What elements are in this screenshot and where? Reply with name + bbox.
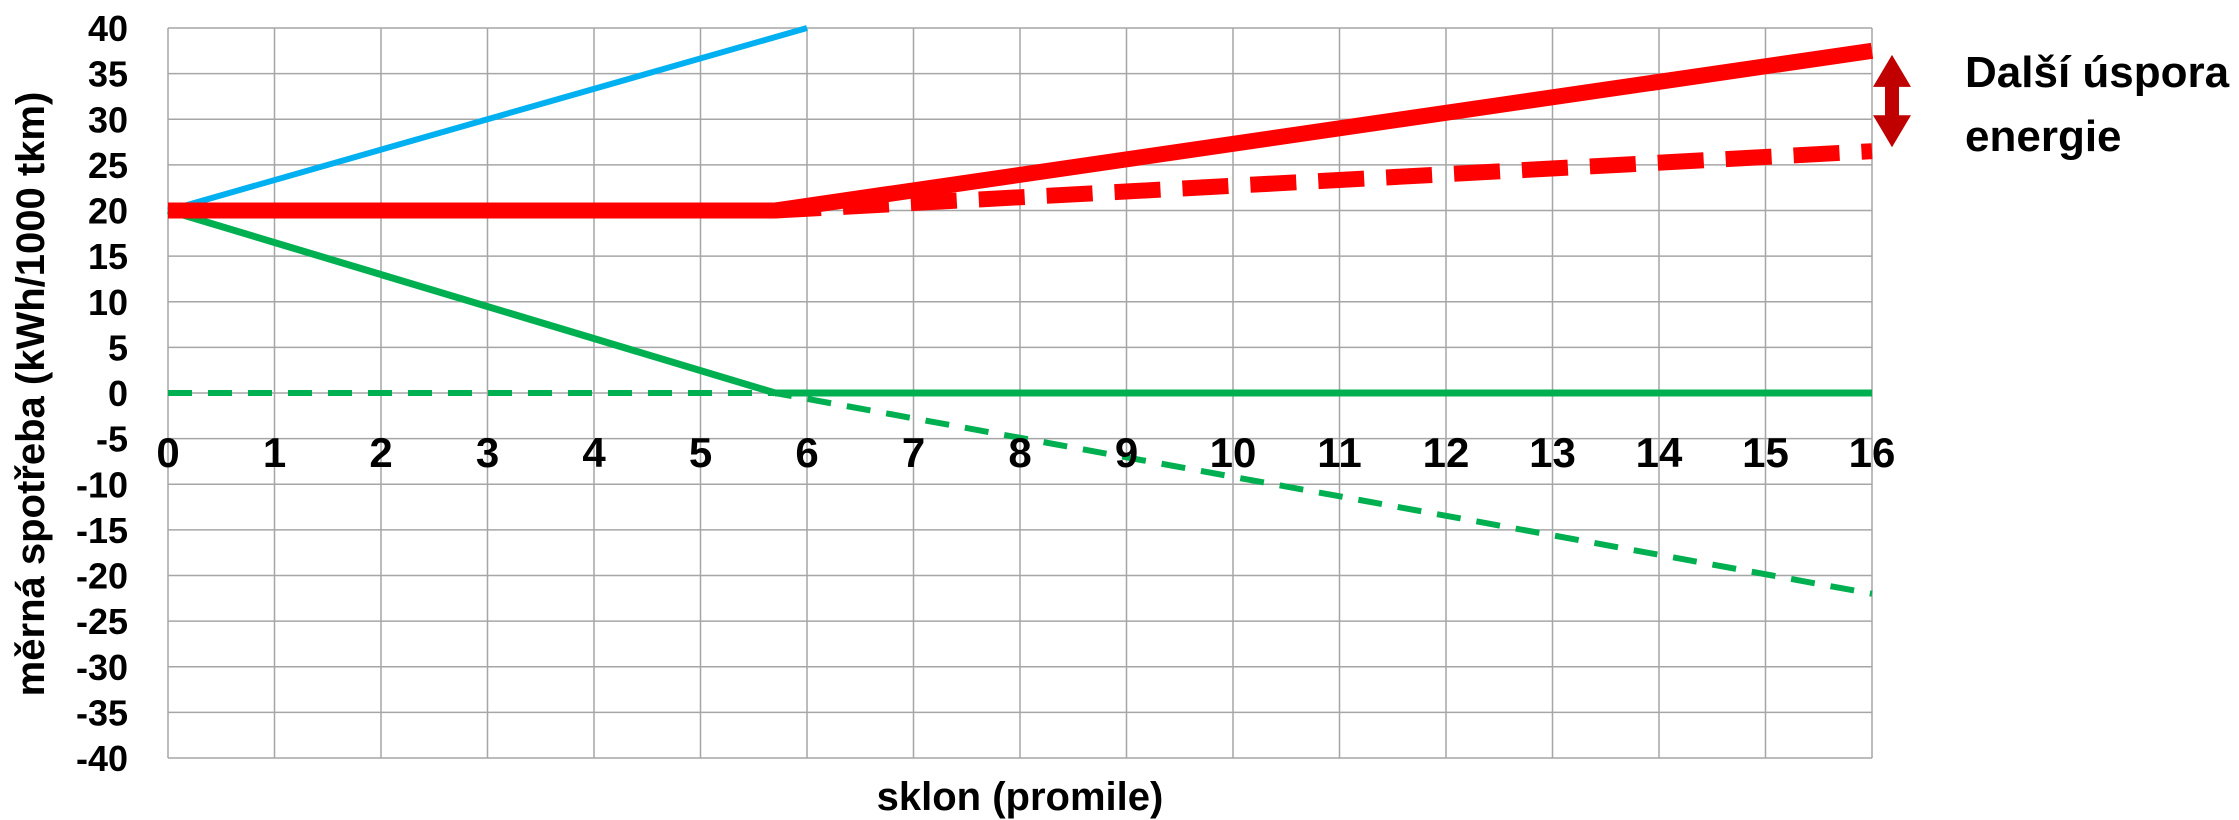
y-tick-label: 20 xyxy=(88,191,128,232)
y-tick-label: -10 xyxy=(76,464,128,505)
x-tick-label: 6 xyxy=(795,429,818,476)
x-axis-label: sklon (promile) xyxy=(877,775,1164,819)
x-tick-labels: 0 1 2 3 4 5 6 7 8 9 10 11 12 13 14 15 16 xyxy=(156,429,1895,476)
y-tick-label: 25 xyxy=(88,145,128,186)
x-tick-label: 3 xyxy=(476,429,499,476)
y-tick-label: 15 xyxy=(88,236,128,277)
x-tick-label: 10 xyxy=(1210,429,1257,476)
y-tick-label: -35 xyxy=(76,692,128,733)
series-line xyxy=(774,143,1873,219)
x-tick-label: 0 xyxy=(156,429,179,476)
annotation-arrow-head-up xyxy=(1873,54,1911,87)
x-tick-label: 11 xyxy=(1317,429,1361,476)
x-tick-label: 16 xyxy=(1849,429,1896,476)
y-tick-label: 30 xyxy=(88,99,128,140)
annotation-text-line2: energie xyxy=(1965,112,2122,161)
x-tick-label: 8 xyxy=(1008,429,1031,476)
x-tick-label: 13 xyxy=(1529,429,1576,476)
y-tick-label: 5 xyxy=(108,327,128,368)
y-tick-label: -40 xyxy=(76,738,128,779)
annotation-arrow-head-down xyxy=(1873,115,1911,148)
x-tick-label: 2 xyxy=(369,429,392,476)
x-tick-label: 15 xyxy=(1742,429,1789,476)
y-tick-label: -30 xyxy=(76,647,128,688)
y-tick-label: -5 xyxy=(96,419,128,460)
annotation-arrow-shaft xyxy=(1885,84,1899,118)
annotation xyxy=(1873,54,1911,148)
y-tick-label: -15 xyxy=(76,510,128,551)
annotation-text-line1: Další úspora xyxy=(1965,48,2230,97)
y-tick-label: -25 xyxy=(76,601,128,642)
y-tick-label: 35 xyxy=(88,54,128,95)
series-line xyxy=(166,207,777,397)
x-tick-label: 14 xyxy=(1636,429,1683,476)
series-line xyxy=(167,25,808,214)
y-tick-label: 0 xyxy=(108,373,128,414)
y-tick-label: -20 xyxy=(76,556,128,597)
x-tick-label: 12 xyxy=(1423,429,1470,476)
series-line xyxy=(168,390,1873,597)
x-tick-label: 4 xyxy=(582,429,606,476)
x-tick-label: 9 xyxy=(1115,429,1138,476)
y-tick-label: 10 xyxy=(88,282,128,323)
series-lines xyxy=(166,25,1874,597)
y-tick-label: 40 xyxy=(88,8,128,49)
x-tick-label: 7 xyxy=(902,429,925,476)
x-tick-label: 1 xyxy=(263,429,286,476)
x-tick-label: 5 xyxy=(689,429,712,476)
y-axis-label: měrná spotřeba (kWh/1000 tkm) xyxy=(9,92,53,697)
